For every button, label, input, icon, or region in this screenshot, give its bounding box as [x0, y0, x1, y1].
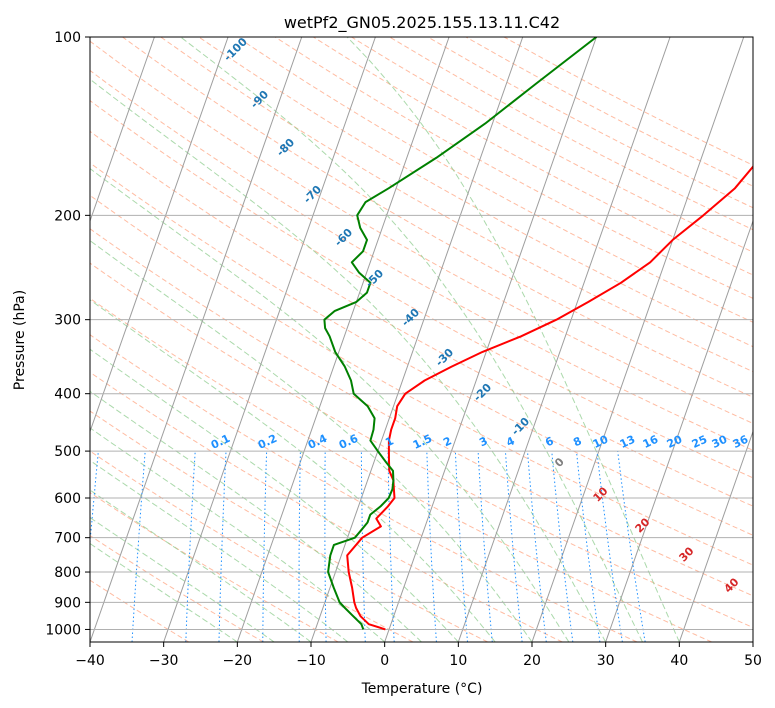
dry-adiabat — [122, 37, 753, 398]
x-tick-label: 50 — [744, 653, 762, 669]
isotherm — [163, 37, 376, 642]
isotherm — [531, 37, 745, 642]
x-tick-label: 10 — [449, 653, 467, 669]
mixing-ratio-line — [477, 451, 493, 642]
y-axis: 1000 900 800 700 600 500 400 300 200 100 — [45, 30, 90, 638]
mixing-ratio-line — [617, 451, 646, 642]
dry-adiabat — [90, 334, 638, 642]
plot-frame — [89, 36, 754, 643]
x-tick-label: −30 — [149, 653, 179, 669]
dry-adiabat — [160, 37, 753, 373]
dry-adiabat — [90, 534, 264, 642]
moist-adiabat — [90, 299, 496, 642]
y-tick-label: 800 — [54, 565, 81, 581]
y-tick-label: 200 — [54, 208, 81, 224]
y-tick-label: 400 — [54, 387, 81, 403]
moist-adiabat — [90, 516, 275, 642]
pressure-gridlines — [90, 37, 753, 630]
background-lines — [90, 37, 753, 642]
mixing-ratio-line — [504, 451, 523, 642]
dry-adiabat — [198, 37, 753, 348]
chart-title: wetPf2_GN05.2025.155.13.11.C42 — [284, 13, 560, 33]
dry-adiabat — [90, 579, 190, 642]
x-tick-label: 30 — [597, 653, 615, 669]
dewpoint-line — [323, 37, 598, 630]
temperature-line — [346, 165, 753, 631]
mixing-ratio-label: 13 — [618, 433, 637, 451]
mixing-ratio-line — [90, 451, 99, 549]
dry-adiabat — [274, 37, 753, 299]
mixing-ratio-line — [527, 451, 547, 642]
dry-adiabat — [90, 262, 753, 629]
y-tick-label: 700 — [54, 531, 81, 547]
y-tick-label: 600 — [54, 491, 81, 507]
dry-adiabat — [90, 130, 753, 507]
mixing-ratio-label: 25 — [690, 433, 709, 451]
dry-adiabat — [90, 228, 753, 597]
isotherm — [90, 37, 303, 642]
mixing-ratio-label: 16 — [641, 433, 661, 451]
mixing-ratio-line — [576, 451, 601, 642]
x-tick-label: 20 — [523, 653, 541, 669]
mixing-ratio-label: 36 — [731, 433, 751, 451]
y-tick-label: 300 — [54, 313, 81, 329]
dry-adiabat — [90, 99, 753, 479]
isotherm — [90, 37, 155, 223]
isotherm — [384, 37, 597, 642]
mixing-ratio-label: 10 — [591, 433, 611, 451]
y-tick-label: 500 — [54, 444, 81, 460]
y-tick-label: 100 — [54, 30, 81, 46]
y-tick-label: 1000 — [45, 622, 81, 638]
isotherm — [236, 37, 450, 642]
moist-adiabat — [90, 542, 238, 642]
isotherm — [605, 219, 753, 642]
x-tick-label: −10 — [296, 653, 326, 669]
mixing-ratio-line — [596, 451, 623, 642]
x-axis-label: Temperature (°C) — [361, 681, 483, 697]
dry-adiabat — [90, 410, 488, 642]
moist-adiabat — [90, 427, 386, 642]
y-tick-label: 900 — [54, 595, 81, 611]
moist-adiabat — [90, 348, 459, 642]
mixing-ratio-label: 30 — [710, 433, 730, 451]
isotherm — [678, 430, 753, 642]
mixing-ratio-line — [551, 451, 574, 642]
x-tick-label: 0 — [380, 653, 389, 669]
x-tick-label: −40 — [75, 653, 105, 669]
dry-adiabat — [90, 371, 563, 642]
x-tick-label: 40 — [670, 653, 688, 669]
moist-adiabat — [90, 78, 607, 642]
x-axis: −40 −30 −20 −10 0 10 20 30 40 50 — [75, 642, 762, 669]
y-axis-label: Pressure (hPa) — [12, 290, 28, 390]
isotherm — [457, 37, 671, 642]
x-tick-label: −20 — [223, 653, 253, 669]
moist-adiabat — [346, 37, 680, 642]
data-lines — [323, 37, 753, 631]
dry-adiabat — [236, 37, 753, 323]
moist-adiabat — [180, 37, 643, 642]
moist-adiabat — [90, 390, 422, 642]
mixing-ratio-label: 20 — [665, 433, 685, 451]
moist-adiabat — [90, 240, 533, 642]
isotherm — [90, 37, 229, 434]
moist-adiabat — [90, 167, 570, 642]
dry-adiabat — [90, 162, 753, 536]
